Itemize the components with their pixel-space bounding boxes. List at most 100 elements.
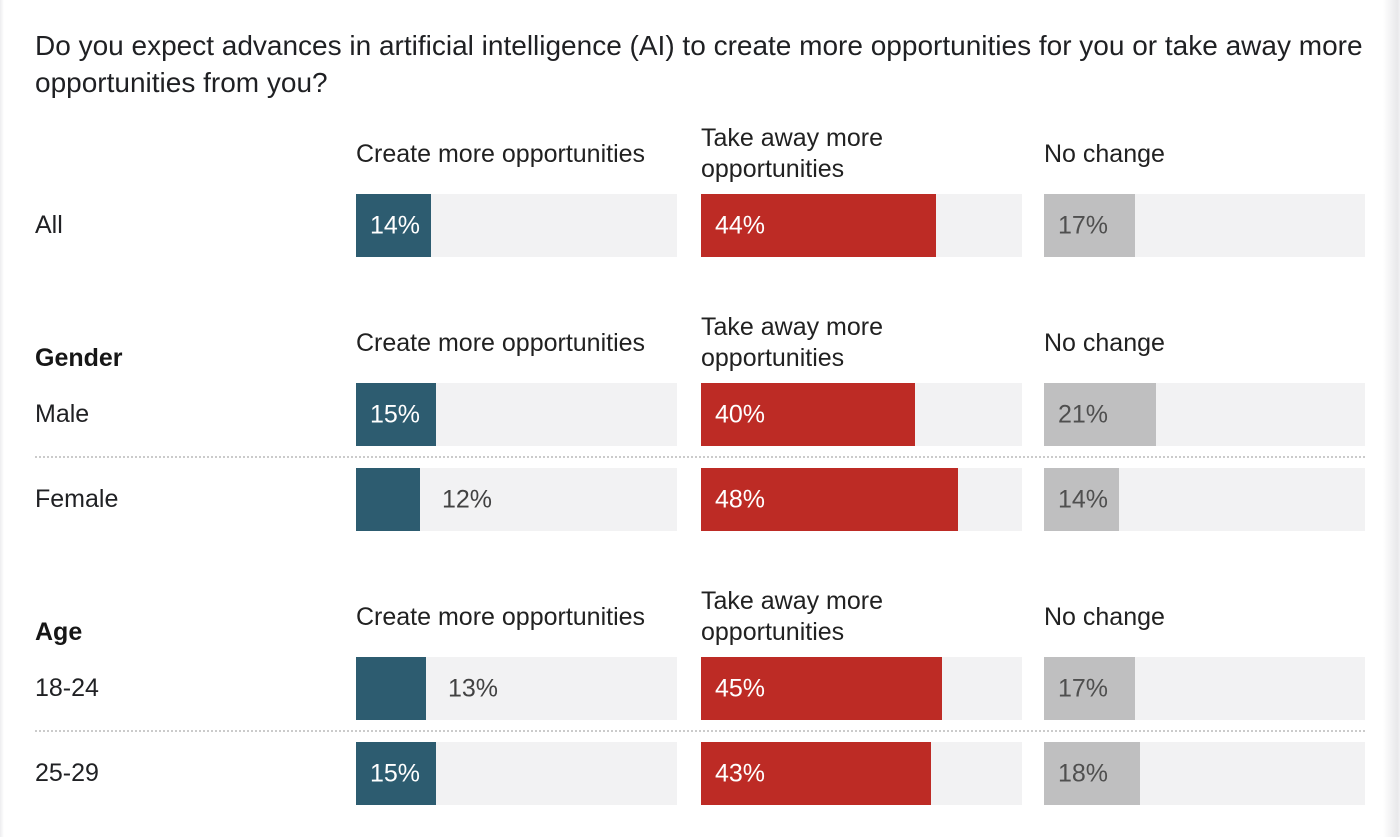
- bar-value-label: 48%: [715, 485, 766, 513]
- bar-fill: [1044, 468, 1119, 531]
- bar-cell: 40%: [701, 383, 1044, 446]
- column-header: Take away more opportunities: [701, 123, 1044, 185]
- bar-fill: [1044, 657, 1135, 720]
- bar-track: 12%: [356, 468, 677, 531]
- bar-fill: [356, 383, 437, 446]
- section-label: Age: [35, 618, 83, 646]
- bar-track: 13%: [356, 657, 677, 720]
- column-header: Take away more opportunities: [701, 586, 1044, 648]
- bar-track: 14%: [356, 194, 677, 257]
- bar-value-label: 21%: [1058, 400, 1109, 428]
- bar-fill: [356, 468, 421, 531]
- column-header: Create more opportunities: [356, 312, 701, 374]
- bar-value-label: 12%: [442, 485, 493, 513]
- table-row: Male 15% 40% 21%: [35, 383, 1365, 446]
- section-label: [35, 123, 356, 185]
- column-header-label: Take away more opportunities: [701, 587, 884, 646]
- bar-cell: 21%: [1044, 383, 1365, 446]
- bar-track: 48%: [701, 468, 1022, 531]
- table-row: Female 12% 48% 14%: [35, 468, 1365, 531]
- bar-cell: 13%: [356, 657, 701, 720]
- question-title: Do you expect advances in artificial int…: [35, 30, 1363, 98]
- bar-track: 21%: [1044, 383, 1365, 446]
- column-header: No change: [1044, 586, 1365, 648]
- column-header-label: Create more opportunities: [356, 139, 646, 168]
- bar-value-label: 43%: [715, 759, 766, 787]
- column-header: No change: [1044, 123, 1365, 185]
- column-header-row: Age Create more opportunities Take away mo…: [35, 586, 1365, 646]
- column-header: Create more opportunities: [356, 123, 701, 185]
- bar-fill: [356, 194, 431, 257]
- column-header: Take away more opportunities: [701, 312, 1044, 374]
- chart-section: Age Create more opportunities Take away mo…: [35, 586, 1365, 805]
- row-label: Female: [35, 485, 119, 513]
- bar-fill: [701, 468, 958, 531]
- bar-fill: [356, 742, 437, 805]
- bar-fill: [701, 657, 942, 720]
- row-divider: [35, 730, 1365, 732]
- window-left-edge: [0, 0, 4, 837]
- bar-cell: 48%: [701, 468, 1044, 531]
- table-row: All 14% 44% 17%: [35, 194, 1365, 257]
- column-header-label: Take away more opportunities: [701, 313, 884, 372]
- bar-fill: [356, 657, 426, 720]
- row-label: 18-24: [35, 674, 99, 702]
- bar-fill: [701, 383, 915, 446]
- bar-cell: 43%: [701, 742, 1044, 805]
- bar-cell: 18%: [1044, 742, 1365, 805]
- bar-track: 45%: [701, 657, 1022, 720]
- chart-section: Create more opportunities Take away more …: [35, 123, 1365, 257]
- bar-value-label: 44%: [715, 211, 766, 239]
- bar-cell: 15%: [356, 383, 701, 446]
- column-header-row: Create more opportunities Take away more …: [35, 123, 1365, 183]
- bar-track: 15%: [356, 383, 677, 446]
- bar-cell: 17%: [1044, 194, 1365, 257]
- bar-cell: 44%: [701, 194, 1044, 257]
- bar-track: 15%: [356, 742, 677, 805]
- bar-cell: 12%: [356, 468, 701, 531]
- window-right-edge-shadow: [1383, 0, 1400, 837]
- bar-track: 40%: [701, 383, 1022, 446]
- bar-cell: 14%: [356, 194, 701, 257]
- bar-value-label: 18%: [1058, 759, 1109, 787]
- bar-value-label: 45%: [715, 674, 766, 702]
- row-label: 25-29: [35, 759, 99, 787]
- bar-cell: 15%: [356, 742, 701, 805]
- bar-track: 18%: [1044, 742, 1365, 805]
- bar-value-label: 14%: [1058, 485, 1109, 513]
- bar-value-label: 15%: [370, 400, 421, 428]
- bar-fill: [701, 742, 932, 805]
- bar-fill: [1044, 383, 1157, 446]
- bar-value-label: 17%: [1058, 211, 1109, 239]
- bar-track: 17%: [1044, 194, 1365, 257]
- row-label: Male: [35, 400, 90, 428]
- column-header-label: No change: [1044, 328, 1165, 357]
- chart-body: Create more opportunities Take away more …: [35, 123, 1365, 805]
- row-label: All: [35, 211, 63, 239]
- bar-fill: [1044, 194, 1135, 257]
- bar-track: 17%: [1044, 657, 1365, 720]
- row-divider: [35, 456, 1365, 458]
- bar-cell: 45%: [701, 657, 1044, 720]
- bar-fill: [701, 194, 937, 257]
- table-row: 25-29 15% 43% 18%: [35, 742, 1365, 805]
- bar-track: 14%: [1044, 468, 1365, 531]
- bar-track: 43%: [701, 742, 1022, 805]
- bar-value-label: 14%: [370, 211, 421, 239]
- bar-cell: 17%: [1044, 657, 1365, 720]
- bar-fill: [1044, 742, 1141, 805]
- bar-cell: 14%: [1044, 468, 1365, 531]
- section-label: Gender: [35, 344, 123, 372]
- bar-value-label: 13%: [448, 674, 499, 702]
- table-row: 18-24 13% 45% 17%: [35, 657, 1365, 720]
- column-header-label: Create more opportunities: [356, 602, 646, 631]
- column-header: Create more opportunities: [356, 586, 701, 648]
- column-header-label: No change: [1044, 602, 1165, 631]
- survey-chart: Do you expect advances in artificial int…: [35, 27, 1365, 805]
- chart-section: Gender Create more opportunities Take away…: [35, 312, 1365, 531]
- column-header-row: Gender Create more opportunities Take away…: [35, 312, 1365, 372]
- column-header-label: Take away more opportunities: [701, 124, 884, 183]
- bar-value-label: 17%: [1058, 674, 1109, 702]
- bar-value-label: 15%: [370, 759, 421, 787]
- bar-value-label: 40%: [715, 400, 766, 428]
